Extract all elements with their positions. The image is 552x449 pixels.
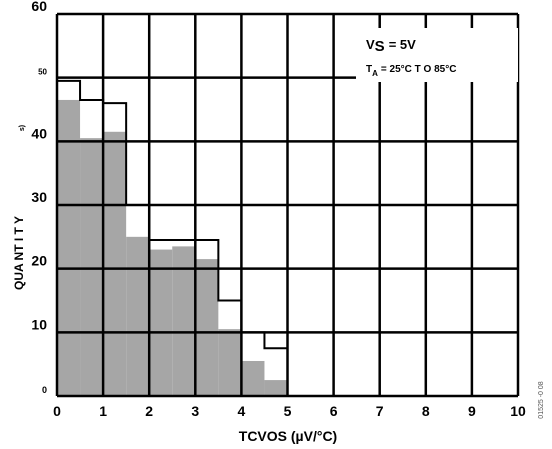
x-tick-label-7: 7 — [376, 403, 384, 419]
histogram-bar-5 — [172, 246, 196, 396]
x-tick-label-9: 9 — [468, 403, 476, 419]
vs-value: = 5V — [389, 37, 416, 52]
vs-prefix: V — [366, 37, 375, 52]
y-tick-label-2: 20 — [31, 253, 47, 269]
vs-annotation: VS = 5V — [366, 37, 416, 55]
y-tick-label-4: 40 — [31, 125, 47, 141]
x-tick-label-4: 4 — [238, 403, 246, 419]
filled-histogram — [57, 99, 288, 397]
x-tick-label-2: 2 — [145, 403, 153, 419]
histogram-bar-1 — [80, 138, 104, 396]
x-tick-label-3: 3 — [191, 403, 199, 419]
legend-background — [356, 28, 518, 82]
grid-lines — [55, 12, 520, 398]
histogram-bar-7 — [218, 329, 242, 396]
y-axis-label-suffix: s) — [19, 125, 26, 131]
y-tick-label-6: 60 — [31, 0, 47, 14]
y-tick-labels: 0 10 20 30 40 50 60 — [31, 0, 47, 395]
histogram-bar-0 — [57, 99, 81, 396]
vs-subscript: S — [375, 38, 385, 55]
x-tick-label-10: 10 — [510, 403, 526, 419]
ta-value: = 25°C T O 85°C — [381, 64, 457, 75]
histogram-bar-2 — [103, 131, 127, 397]
x-axis-label: TCVOS (µV/°C) — [239, 428, 337, 444]
ta-annotation: TA = 25°C T O 85°C — [366, 64, 456, 78]
histogram-bar-6 — [195, 259, 219, 396]
figure-id: 01525 -0 08 — [538, 381, 545, 418]
outline-histogram — [57, 79, 288, 350]
x-tick-label-0: 0 — [53, 403, 61, 419]
outline-histogram-line — [57, 79, 288, 350]
y-tick-label-0: 0 — [42, 385, 47, 395]
histogram-bar-9 — [264, 380, 288, 396]
histogram-bar-8 — [241, 360, 265, 396]
ta-prefix: T — [366, 64, 372, 75]
x-tick-label-6: 6 — [330, 403, 338, 419]
x-tick-label-5: 5 — [284, 403, 292, 419]
histogram-bar-3 — [126, 236, 150, 396]
legend-box: VS = 5V TA = 25°C T O 85°C — [356, 28, 518, 82]
x-tick-labels: 0 1 2 3 4 5 6 7 8 9 10 — [53, 403, 526, 419]
y-tick-label-1: 10 — [31, 316, 47, 332]
y-axis-label: QUA NT I T Y — [12, 216, 26, 290]
histogram-bar-4 — [149, 249, 173, 396]
y-tick-label-3: 30 — [31, 189, 47, 205]
x-tick-label-8: 8 — [422, 403, 430, 419]
ta-subscript: A — [372, 69, 378, 78]
y-tick-label-5: 50 — [38, 68, 47, 77]
x-tick-label-1: 1 — [99, 403, 107, 419]
